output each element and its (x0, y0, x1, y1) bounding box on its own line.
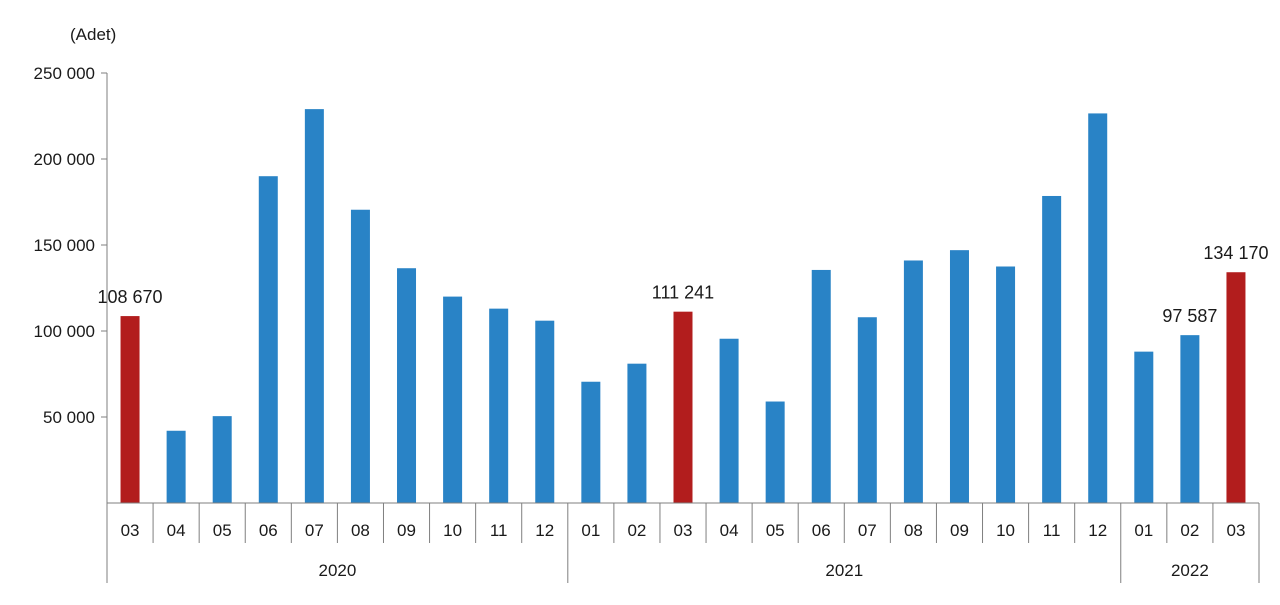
bar (1134, 351, 1154, 503)
year-label: 2021 (825, 561, 863, 580)
x-tick-label: 08 (904, 521, 923, 540)
data-label: 108 670 (98, 287, 163, 307)
x-tick-label: 02 (1180, 521, 1199, 540)
bar (350, 209, 370, 504)
bar (1088, 113, 1108, 504)
data-label: 97 587 (1162, 306, 1217, 326)
x-tick-label: 07 (305, 521, 324, 540)
bar (857, 317, 877, 503)
x-tick-label: 12 (1088, 521, 1107, 540)
bar (1180, 335, 1200, 503)
bar (627, 363, 647, 503)
bar (581, 381, 601, 503)
x-tick-label: 05 (766, 521, 785, 540)
x-tick-label: 01 (581, 521, 600, 540)
bar (443, 296, 463, 503)
data-labels: 108 670 111 241 97 587 134 170 (98, 243, 1269, 326)
data-label: 111 241 (652, 283, 714, 303)
x-tick-label: 04 (167, 521, 186, 540)
bar (166, 430, 186, 503)
x-tick-label: 03 (1226, 521, 1245, 540)
y-tick-label: 200 000 (34, 150, 95, 169)
bar (719, 338, 739, 503)
year-label: 2022 (1171, 561, 1209, 580)
bar (120, 316, 140, 503)
bar (397, 268, 417, 503)
x-tick-label: 03 (121, 521, 140, 540)
bar (949, 250, 969, 503)
x-tick-label: 10 (443, 521, 462, 540)
x-tick-label: 07 (858, 521, 877, 540)
bars (120, 109, 1246, 504)
x-tick-label: 11 (490, 521, 508, 540)
y-unit-label: (Adet) (70, 25, 116, 44)
x-tick-label: 02 (627, 521, 646, 540)
x-tick-label: 03 (674, 521, 693, 540)
x-tick-label: 10 (996, 521, 1015, 540)
bar (996, 266, 1016, 503)
x-tick-label: 12 (535, 521, 554, 540)
y-tick-label: 250 000 (34, 64, 95, 83)
bar (212, 416, 232, 503)
y-tick-label: 150 000 (34, 236, 95, 255)
bar (258, 176, 278, 503)
x-tick-label: 05 (213, 521, 232, 540)
x-tick-label: 11 (1043, 521, 1061, 540)
x-tick-label: 06 (259, 521, 278, 540)
x-tick-label: 04 (720, 521, 739, 540)
bar (489, 308, 509, 503)
y-axis: 50 000 100 000 150 000 200 000 250 000 (34, 64, 108, 503)
bar (903, 260, 923, 503)
bar (673, 311, 693, 503)
bar (811, 269, 831, 503)
bar (1042, 195, 1062, 504)
bar (304, 109, 324, 504)
x-tick-label: 09 (397, 521, 416, 540)
x-tick-label: 09 (950, 521, 969, 540)
y-tick-label: 50 000 (43, 408, 95, 427)
x-tick-label: 08 (351, 521, 370, 540)
x-tick-label: 06 (812, 521, 831, 540)
bar (1226, 272, 1246, 503)
year-label: 2020 (318, 561, 356, 580)
y-tick-label: 100 000 (34, 322, 95, 341)
x-axis: 03 04 05 06 07 08 09 10 11 12 01 02 03 04 05 06 07 08 09 10… (106, 502, 1260, 583)
bar (535, 320, 555, 503)
x-tick-label: 01 (1134, 521, 1153, 540)
data-label: 134 170 (1203, 243, 1268, 263)
bar (765, 401, 785, 503)
